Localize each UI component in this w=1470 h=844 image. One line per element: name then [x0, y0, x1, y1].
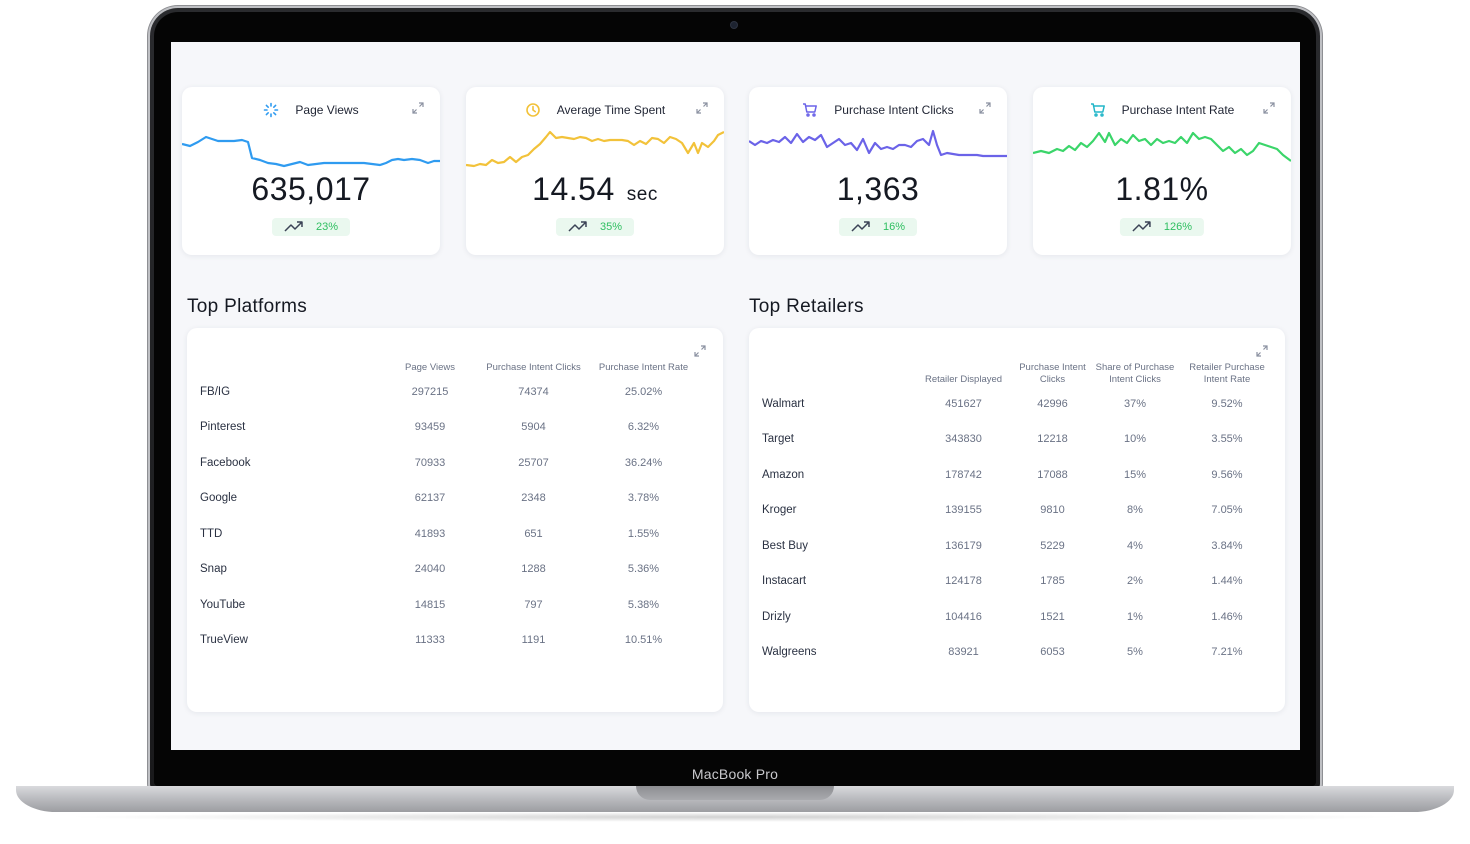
expand-icon[interactable]	[1263, 101, 1275, 114]
sparkline-purchase-intent-rate	[1033, 131, 1291, 162]
trend-badge: 126%	[1119, 218, 1205, 236]
col-header: Page Views	[405, 362, 455, 373]
kpi-value: 635,017	[251, 171, 371, 207]
kpi-header: Purchase Intent Rate	[1033, 100, 1291, 120]
cart-icon	[1090, 102, 1106, 118]
device-label: MacBook Pro	[691, 766, 779, 782]
expand-icon[interactable]	[1256, 344, 1268, 357]
sparkline-page-views	[182, 135, 440, 168]
expand-icon[interactable]	[696, 101, 708, 114]
kpi-header: Purchase Intent Clicks	[749, 100, 1007, 120]
kpi-card-purchase-intent-rate: Purchase Intent Rate 1.81% 126%	[1033, 87, 1291, 255]
trend-badge: 16%	[838, 218, 918, 236]
kpi-card-purchase-intent-clicks: Purchase Intent Clicks 1,363 16%	[749, 87, 1007, 255]
col-header: Purchase Intent Clicks	[1019, 362, 1086, 385]
kpi-header: Page Views	[182, 100, 440, 120]
trend-value: 16%	[882, 221, 906, 233]
sparkline-average-time	[466, 130, 724, 168]
kpi-card-average-time: Average Time Spent 14.54 sec 35%	[466, 87, 724, 255]
trend-badge: 23%	[271, 218, 351, 236]
section-title-top-retailers: Top Retailers	[749, 296, 864, 317]
table-row[interactable]: Facebook 70933 25707 36.24%	[200, 456, 663, 469]
table-row[interactable]: Walgreens 83921 6053 5% 7.21%	[762, 646, 1243, 659]
table-row[interactable]: TrueView 11333 1191 10.51%	[200, 634, 663, 647]
kpi-title: Purchase Intent Rate	[1121, 103, 1235, 117]
table-row[interactable]: Best Buy 136179 5229 4% 3.84%	[762, 539, 1243, 552]
retailers-table: Retailer Displayed Purchase Intent Click…	[762, 362, 1274, 670]
trend-value: 35%	[599, 221, 623, 233]
cart-icon	[802, 102, 818, 118]
kpi-title: Purchase Intent Clicks	[834, 103, 954, 117]
dashboard-screen: Page Views 635,017 23% Average Time Spen…	[171, 42, 1300, 750]
kpi-value: 1,363	[836, 171, 920, 207]
table-row[interactable]: FB/IG 297215 74374 25.02%	[200, 385, 663, 398]
panel-top-platforms: Page Views Purchase Intent Clicks Purcha…	[187, 328, 723, 712]
trend-up-icon	[851, 220, 871, 235]
table-header-row: Page Views Purchase Intent Clicks Purcha…	[200, 350, 700, 374]
kpi-value: 14.54 sec	[532, 171, 658, 207]
table-row[interactable]: Snap 24040 1288 5.36%	[200, 563, 660, 576]
col-header: Share of Purchase Intent Clicks	[1095, 362, 1175, 385]
table-row[interactable]: Amazon 178742 17088 15% 9.56%	[762, 468, 1243, 481]
expand-icon[interactable]	[694, 344, 706, 357]
table-row[interactable]: TTD 41893 651 1.55%	[200, 527, 660, 540]
table-row[interactable]: Pinterest 93459 5904 6.32%	[200, 421, 660, 434]
col-header: Purchase Intent Clicks	[486, 362, 581, 373]
expand-icon[interactable]	[412, 101, 424, 114]
table-row[interactable]: Kroger 139155 9810 8% 7.05%	[762, 504, 1243, 517]
laptop-shadow	[60, 812, 1410, 822]
kpi-title: Page Views	[295, 103, 359, 117]
clock-icon	[525, 102, 541, 118]
trend-badge: 35%	[555, 218, 635, 236]
table-row[interactable]: Target 343830 12218 10% 3.55%	[762, 433, 1243, 446]
camera-icon	[731, 22, 737, 28]
table-row[interactable]: Drizly 104416 1521 1% 1.46%	[762, 610, 1243, 623]
expand-icon[interactable]	[979, 101, 991, 114]
col-header: Retailer Displayed	[924, 374, 1003, 385]
col-header-name	[200, 350, 380, 374]
platforms-table: Page Views Purchase Intent Clicks Purcha…	[200, 350, 700, 658]
col-header: Purchase Intent Rate	[598, 362, 689, 373]
trend-value: 23%	[315, 221, 339, 233]
sparkline-purchase-intent-clicks	[749, 129, 1007, 158]
kpi-title: Average Time Spent	[556, 103, 666, 117]
table-row[interactable]: Google 62137 2348 3.78%	[200, 492, 660, 505]
kpi-value: 1.81%	[1115, 171, 1209, 207]
col-header: Retailer Purchase Intent Rate	[1189, 362, 1265, 385]
table-row[interactable]: Instacart 124178 1785 2% 1.44%	[762, 575, 1243, 588]
trend-value: 126%	[1163, 221, 1193, 233]
trend-up-icon	[284, 220, 304, 235]
trend-up-icon	[1132, 220, 1152, 235]
kpi-header: Average Time Spent	[466, 100, 724, 120]
kpi-card-page-views: Page Views 635,017 23%	[182, 87, 440, 255]
section-title-top-platforms: Top Platforms	[187, 296, 308, 317]
table-row[interactable]: YouTube 14815 797 5.38%	[200, 598, 660, 611]
trend-up-icon	[568, 220, 588, 235]
laptop-notch	[636, 786, 834, 800]
table-row[interactable]: Walmart 451627 42996 37% 9.52%	[762, 397, 1243, 410]
panel-top-retailers: Retailer Displayed Purchase Intent Click…	[749, 328, 1285, 712]
table-header-row: Retailer Displayed Purchase Intent Click…	[762, 362, 1274, 386]
loader-icon	[263, 102, 279, 118]
col-header-name	[762, 362, 912, 386]
